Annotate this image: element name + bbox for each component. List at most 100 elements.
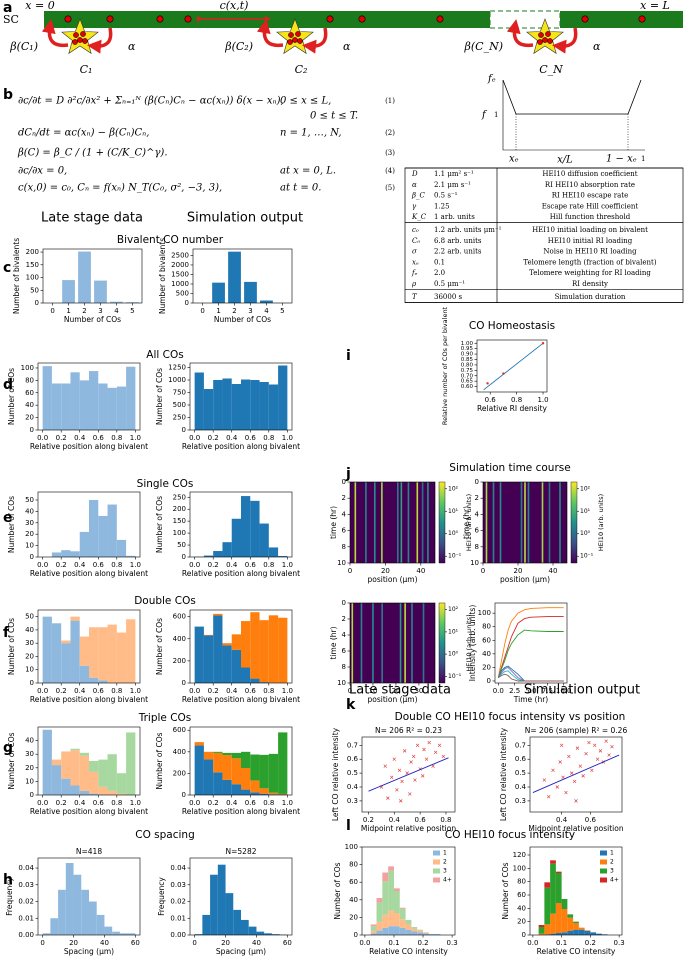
heatmap-focus: [527, 482, 530, 563]
histogram-bar: [203, 555, 214, 557]
x-tick-label: 0.4: [74, 561, 86, 569]
histogram-bar: [231, 518, 241, 557]
histogram-bar: [278, 732, 288, 794]
histogram-bar: [107, 754, 117, 791]
histogram-bar: [89, 771, 99, 794]
x-tick-label: 0.4: [226, 799, 238, 807]
equation-condition: 0 ≤ x ≤ L,: [280, 96, 331, 107]
point: [399, 799, 403, 803]
equation-number: (1): [385, 97, 395, 105]
panel-label: j: [345, 466, 351, 482]
y-axis-label: Number of COs: [7, 368, 16, 425]
y-tick-label: 0.7: [347, 741, 358, 749]
x-tick-label: 0.2: [56, 799, 67, 807]
star-dot: [295, 31, 301, 37]
star-dot: [287, 39, 293, 45]
y-tick-label: 80: [349, 861, 358, 869]
histogram-bar: [573, 923, 579, 930]
histogram-bar: [231, 758, 241, 785]
y-tick-label: 0.80: [461, 362, 474, 368]
schematic-labels: SC x = 0 c(x,t) x = L: [3, 0, 670, 26]
x-tick-label: 40: [252, 939, 261, 947]
colorbar-tick-label: 10¹: [580, 508, 591, 515]
annotation: N=418: [76, 847, 102, 856]
y-tick-label: 8: [342, 543, 346, 551]
histogram-bar: [210, 874, 218, 935]
y-axis-label: Number of COs: [155, 618, 164, 675]
histogram-bar: [259, 788, 269, 794]
point: [486, 382, 489, 385]
histogram-bar: [259, 382, 269, 430]
bar: [78, 251, 91, 303]
y-tick-label: 120: [513, 851, 526, 859]
histogram-bar: [405, 924, 412, 930]
histogram-bar: [241, 621, 251, 668]
line: [532, 754, 620, 794]
point: [559, 743, 564, 748]
point: [386, 796, 390, 800]
histogram-bar: [561, 932, 568, 935]
y-tick-label: 0.03: [170, 881, 186, 889]
equation-number: (2): [385, 129, 395, 137]
histogram-bar: [51, 759, 62, 766]
legend-label: 3: [610, 868, 614, 875]
histogram-bar: [126, 619, 136, 683]
histogram-bar: [70, 750, 80, 786]
y-tick-label: 0.4: [347, 783, 359, 791]
y-tick-label: 80: [25, 376, 34, 384]
histogram-bar: [222, 645, 232, 683]
legend-label: 4+: [443, 877, 452, 884]
x-axis-label: Relative position along bivalent: [30, 807, 148, 816]
x-tick-label: 4: [114, 307, 119, 315]
histogram-bar: [61, 643, 71, 683]
y-tick-label: 0.04: [18, 864, 34, 872]
histogram-bar: [126, 555, 136, 557]
point: [574, 799, 578, 803]
table-symbol: C₀: [412, 237, 420, 245]
y-tick-label: 0.60: [461, 384, 474, 390]
absorb-arrow: [302, 27, 328, 54]
x-tick-label: 7.5: [542, 687, 553, 695]
star-dot: [77, 37, 83, 43]
histogram-bar: [116, 632, 127, 683]
point: [572, 779, 577, 784]
x-tick-label: 0.8: [511, 396, 522, 404]
equation: c(x,0) = c₀, Cₙ = f(xₙ) N_T(C₀, σ², −3, …: [18, 183, 222, 194]
star-dot: [538, 32, 544, 38]
x-tick-label: 0.0: [189, 561, 200, 569]
table-value: 1.2 arb. units μm⁻¹: [434, 226, 502, 234]
histogram-bar: [388, 910, 394, 927]
x-axis-label: Relative CO intensity: [537, 947, 616, 956]
panel-label: h: [3, 872, 13, 888]
annotation: N=5282: [226, 847, 257, 856]
plot-frame: [529, 846, 623, 936]
y-axis-label: Number of COs: [155, 732, 164, 789]
plot-frame: [482, 481, 568, 564]
table-description: Hill function threshold: [550, 213, 631, 221]
panel-label: k: [346, 697, 356, 713]
histogram-bar: [79, 665, 89, 683]
x-tick-label: 4: [264, 307, 269, 315]
histogram-bar: [259, 682, 269, 683]
histogram-bar: [213, 380, 223, 430]
panel-label: i: [346, 348, 351, 364]
histogram-bar: [538, 927, 545, 934]
histogram-bar: [222, 755, 232, 780]
x-tick-label: 1.0: [130, 799, 141, 807]
y-tick-label: 20: [349, 913, 358, 921]
table-description: HEI10 initial RI loading: [548, 237, 633, 245]
heatmap-background: [350, 482, 435, 563]
x-tick-label: 0.0: [527, 939, 538, 947]
y-tick-label: 500: [173, 401, 186, 409]
dot: [638, 15, 646, 23]
histogram-bar: [423, 933, 429, 935]
point: [397, 768, 402, 773]
y-tick-label: 80: [482, 623, 491, 631]
legend-swatch: [433, 850, 440, 856]
chart-title: Triple COs: [138, 712, 192, 724]
histogram-bar: [96, 914, 105, 935]
histogram-bar: [250, 754, 260, 781]
y-tick-label: 400: [173, 748, 186, 756]
x-tick-label: 0.2: [363, 816, 374, 824]
x-tick-label: 0.0: [37, 687, 48, 695]
